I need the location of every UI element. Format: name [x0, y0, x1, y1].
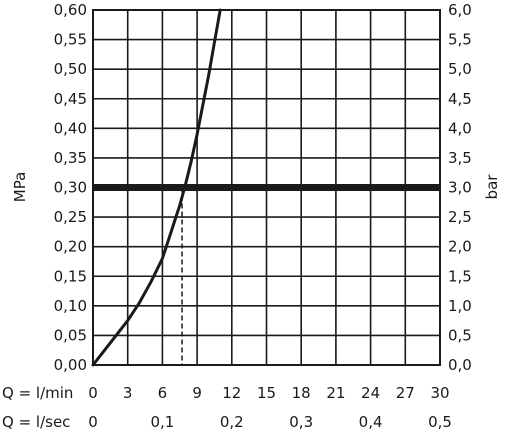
- y-right-tick-label: 3,0: [448, 179, 472, 197]
- x-lsec-tick-label: 0,5: [428, 413, 452, 431]
- y-left-tick-label: 0,50: [54, 60, 87, 78]
- y-axis-right-ticks: 0,0 0,5 1,0 1,5 2,0 2,5 3,0 3,5 4,0 4,5 5,0 5,5 6,0: [448, 1, 472, 374]
- x-lmin-tick-label: 18: [292, 384, 311, 402]
- y-right-tick-label: 3,5: [448, 149, 472, 167]
- y-right-tick-label: 2,0: [448, 238, 472, 256]
- y-right-tick-label: 0,5: [448, 326, 472, 344]
- y-right-tick-label: 1,5: [448, 267, 472, 285]
- x-axis-lmin-ticks: 0 3 6 9 12 15 18 21 24 27 30: [88, 384, 449, 402]
- y-left-tick-label: 0,40: [54, 119, 87, 137]
- x-lsec-tick-label: 0,4: [359, 413, 383, 431]
- y-axis-left-ticks: 0,00 0,05 0,10 0,15 0,20 0,25 0,30 0,35 0,40 0,45…: [54, 1, 87, 374]
- y-right-tick-label: 4,5: [448, 90, 472, 108]
- x-row-label-lsec: Q = l/sec: [2, 413, 70, 431]
- y-left-tick-label: 0,60: [54, 1, 87, 19]
- x-lmin-tick-label: 30: [430, 384, 449, 402]
- y-left-tick-label: 0,45: [54, 90, 87, 108]
- x-lmin-tick-label: 24: [361, 384, 380, 402]
- y-left-tick-label: 0,55: [54, 31, 87, 49]
- x-lsec-tick-label: 0: [88, 413, 98, 431]
- y-axis-left-title: MPa: [11, 172, 29, 203]
- x-lmin-tick-label: 12: [222, 384, 241, 402]
- x-axis-lsec-ticks: 0 0,1 0,2 0,3 0,4 0,5: [88, 413, 452, 431]
- y-right-tick-label: 2,5: [448, 208, 472, 226]
- y-right-tick-label: 6,0: [448, 1, 472, 19]
- plot-frame: [92, 9, 441, 366]
- y-axis-right-title: bar: [483, 174, 501, 200]
- y-left-tick-label: 0,10: [54, 297, 87, 315]
- x-lmin-tick-label: 27: [396, 384, 415, 402]
- x-lmin-tick-label: 15: [257, 384, 276, 402]
- y-right-tick-label: 4,0: [448, 119, 472, 137]
- x-lmin-tick-label: 6: [158, 384, 168, 402]
- y-right-tick-label: 0,0: [448, 356, 472, 374]
- grid: [93, 10, 440, 365]
- x-lsec-tick-label: 0,3: [289, 413, 313, 431]
- x-row-label-lmin: Q = l/min: [2, 384, 73, 402]
- x-lsec-tick-label: 0,1: [150, 413, 174, 431]
- x-lmin-tick-label: 0: [88, 384, 98, 402]
- series-layer: [91, 8, 440, 367]
- series-line: [91, 8, 222, 367]
- y-left-tick-label: 0,20: [54, 238, 87, 256]
- y-left-tick-label: 0,15: [54, 267, 87, 285]
- x-lsec-tick-label: 0,2: [220, 413, 244, 431]
- x-lmin-tick-label: 3: [123, 384, 133, 402]
- y-right-tick-label: 5,0: [448, 60, 472, 78]
- y-left-tick-label: 0,25: [54, 208, 87, 226]
- y-left-tick-label: 0,35: [54, 149, 87, 167]
- y-left-tick-label: 0,30: [54, 179, 87, 197]
- y-right-tick-label: 1,0: [448, 297, 472, 315]
- x-lmin-tick-label: 21: [326, 384, 345, 402]
- y-right-tick-label: 5,5: [448, 31, 472, 49]
- y-left-tick-label: 0,00: [54, 356, 87, 374]
- x-lmin-tick-label: 9: [192, 384, 202, 402]
- y-left-tick-label: 0,05: [54, 326, 87, 344]
